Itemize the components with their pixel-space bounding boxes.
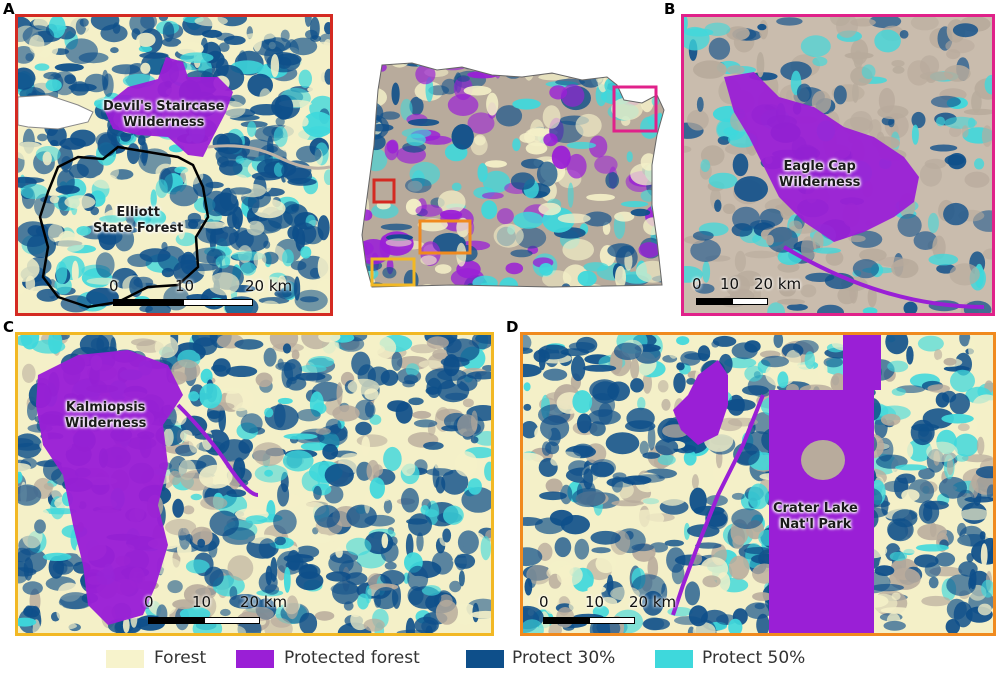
river [207, 144, 330, 170]
legend-swatch-protect30 [466, 650, 504, 668]
panel-letter-c: C [3, 318, 15, 336]
crater-lake [801, 440, 845, 480]
eagle-cap-area [724, 72, 919, 242]
scale-bar-c: 0 10 20 km [144, 593, 398, 633]
map-panel-a: Devil's Staircase Wilderness Elliott Sta… [15, 14, 333, 316]
crater-lake-park [769, 390, 874, 633]
legend-swatch-protected [236, 650, 274, 668]
scale-bar-b: 0 10 20 km [692, 275, 896, 313]
wilderness-west [673, 360, 728, 445]
legend-swatch-forest [106, 650, 144, 668]
scale-bar-d: 0 10 20 km [539, 593, 793, 633]
ocean-inlet [18, 94, 94, 130]
scale-b-0: 0 [692, 275, 702, 293]
panel-a-terrain [18, 17, 330, 313]
oregon-overview-map [352, 55, 670, 295]
kalmiopsis-area [36, 350, 183, 625]
inset-box-b [612, 85, 658, 133]
label-devils-staircase: Devil's Staircase Wilderness [103, 99, 225, 130]
map-panel-b: Eagle Cap Wilderness 0 10 20 km [681, 14, 995, 316]
label-elliott: Elliott State Forest [93, 205, 184, 236]
label-kalmiopsis: Kalmiopsis Wilderness [65, 400, 147, 431]
label-crater-lake: Crater Lake Nat'l Park [773, 501, 858, 532]
scale-d-0: 0 [539, 593, 549, 611]
river-d [671, 394, 765, 616]
legend-label-protect50: Protect 50% [702, 648, 806, 668]
panel-letter-b: B [664, 0, 676, 18]
scale-d-10: 10 [585, 593, 605, 611]
scale-a-10: 10 [175, 277, 195, 295]
scale-d-20: 20 km [629, 593, 677, 611]
oregon-shape [361, 62, 665, 288]
elliott-boundary [38, 145, 210, 309]
scale-a-0: 0 [109, 277, 119, 295]
panel-b-terrain [684, 17, 992, 313]
panel-d-terrain [523, 335, 993, 633]
scale-a-20: 20 km [245, 277, 293, 295]
map-panel-d: Crater Lake Nat'l Park 0 10 20 km [520, 332, 996, 636]
legend-label-protected: Protected forest [284, 648, 420, 668]
river-c [176, 403, 259, 497]
devils-staircase-area [103, 57, 233, 157]
scale-bar-a: 0 10 20 km [109, 277, 313, 313]
panel-letter-d: D [506, 318, 519, 336]
scale-c-20: 20 km [240, 593, 288, 611]
legend-label-protect30: Protect 30% [512, 648, 616, 668]
scale-b-20: 20 km [754, 275, 802, 293]
legend-label-forest: Forest [154, 648, 207, 668]
label-eagle-cap: Eagle Cap Wilderness [779, 159, 861, 190]
panel-letter-a: A [3, 0, 15, 18]
panel-c-terrain [18, 335, 491, 633]
inset-box-a [372, 178, 396, 204]
map-panel-c: Kalmiopsis Wilderness 0 10 20 km [15, 332, 494, 636]
legend-swatch-protect50 [655, 650, 693, 668]
scale-b-10: 10 [720, 275, 740, 293]
map-legend: Forest Protected forest Protect 30% Prot… [0, 642, 1000, 672]
park-north [843, 335, 881, 390]
scale-c-10: 10 [192, 593, 212, 611]
inset-box-c [370, 257, 416, 287]
inset-box-d [418, 219, 472, 255]
scale-c-0: 0 [144, 593, 154, 611]
river-b [782, 245, 985, 309]
